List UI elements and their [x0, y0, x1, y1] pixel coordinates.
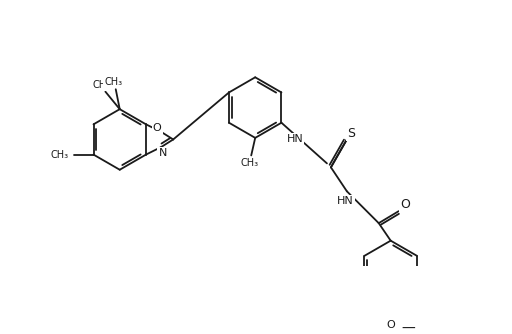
Text: O: O	[153, 123, 162, 133]
Text: CH₃: CH₃	[51, 150, 69, 160]
Text: CH₃: CH₃	[92, 80, 111, 90]
Text: HN: HN	[287, 134, 303, 144]
Text: CH₃: CH₃	[241, 158, 259, 168]
Text: CH₃: CH₃	[104, 77, 122, 87]
Text: O: O	[400, 198, 410, 211]
Text: HN: HN	[337, 196, 354, 206]
Text: O: O	[387, 320, 395, 330]
Text: N: N	[159, 148, 167, 158]
Text: —: —	[401, 322, 415, 334]
Text: S: S	[347, 127, 355, 140]
